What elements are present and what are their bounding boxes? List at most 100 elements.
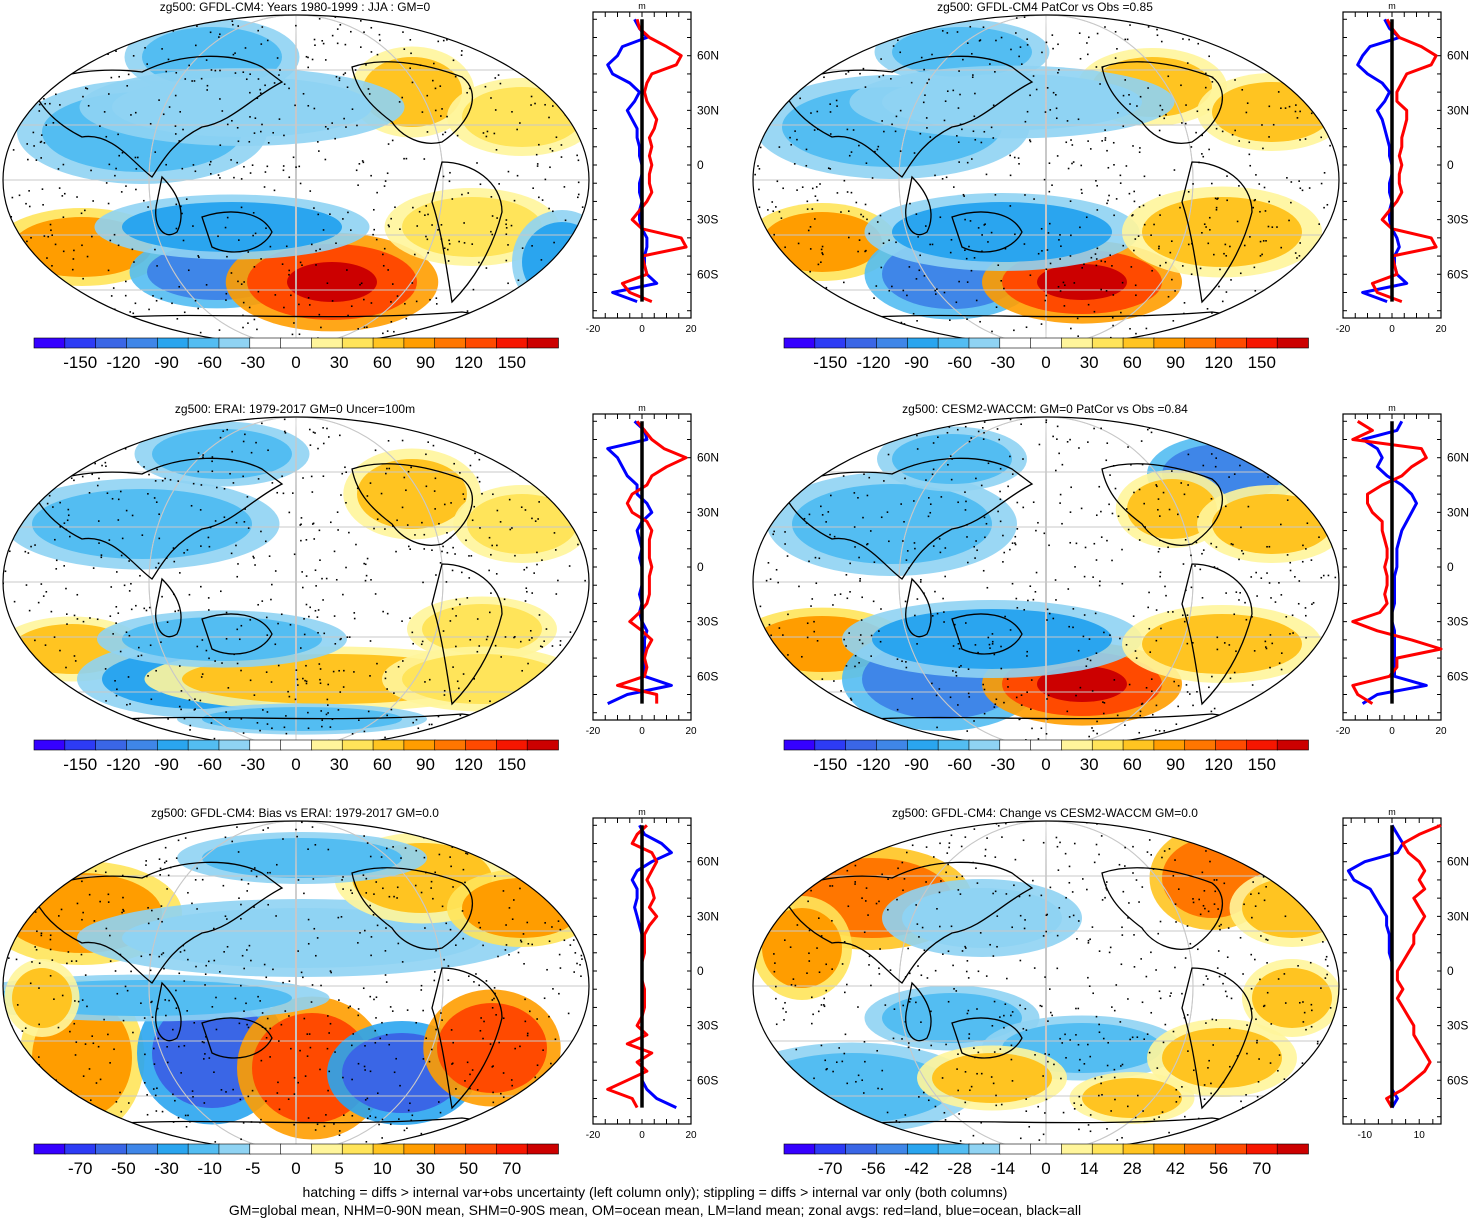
stipple-dot xyxy=(1109,474,1111,476)
stipple-dot xyxy=(254,694,256,696)
stipple-dot xyxy=(87,421,89,423)
stipple-dot xyxy=(93,717,95,719)
stipple-dot xyxy=(452,547,454,549)
stipple-dot xyxy=(906,852,908,854)
stipple-dot xyxy=(293,156,295,158)
stipple-dot xyxy=(148,474,150,476)
stipple-dot xyxy=(284,1010,286,1012)
stipple-dot xyxy=(1098,854,1100,856)
stipple-dot xyxy=(402,31,404,33)
stipple-dot xyxy=(879,76,881,78)
stipple-dot xyxy=(38,1056,40,1058)
stipple-dot xyxy=(395,1058,397,1060)
stipple-dot xyxy=(257,604,259,606)
colorbar-tick-label: 60 xyxy=(1123,755,1142,774)
stipple-dot xyxy=(506,260,508,262)
stipple-dot xyxy=(105,872,107,874)
stipple-dot xyxy=(46,1087,48,1089)
stipple-dot xyxy=(558,920,560,922)
stipple-dot xyxy=(481,493,483,495)
stipple-dot xyxy=(556,304,558,306)
stipple-dot xyxy=(1058,239,1060,241)
contour-core xyxy=(202,838,402,878)
stipple-dot xyxy=(261,1060,263,1062)
stipple-dot xyxy=(1277,427,1279,429)
stipple-dot xyxy=(778,459,780,461)
stipple-dot xyxy=(446,581,448,583)
stipple-dot xyxy=(840,690,842,692)
stipple-dot xyxy=(974,257,976,259)
stipple-dot xyxy=(936,908,938,910)
stipple-dot xyxy=(1251,988,1253,990)
stipple-dot xyxy=(286,246,288,248)
stipple-dot xyxy=(1288,220,1290,222)
stipple-dot xyxy=(888,540,890,542)
stipple-dot xyxy=(1230,678,1232,680)
stipple-dot xyxy=(25,332,27,334)
stipple-dot xyxy=(98,1046,100,1048)
stipple-dot xyxy=(554,824,556,826)
stipple-dot xyxy=(980,932,982,934)
stipple-dot xyxy=(787,555,789,557)
stipple-dot xyxy=(785,74,787,76)
stipple-dot xyxy=(269,872,271,874)
stipple-dot xyxy=(127,990,129,992)
stipple-dot xyxy=(816,701,818,703)
stipple-dot xyxy=(1077,318,1079,320)
stipple-dot xyxy=(1263,1006,1265,1008)
stipple-dot xyxy=(301,821,303,823)
stipple-dot xyxy=(830,826,832,828)
stipple-dot xyxy=(148,923,150,925)
stipple-dot xyxy=(1047,249,1049,251)
stipple-dot xyxy=(1314,93,1316,95)
stipple-dot xyxy=(1285,107,1287,109)
stipple-dot xyxy=(457,135,459,137)
stipple-dot xyxy=(840,593,842,595)
stipple-dot xyxy=(145,864,147,866)
stipple-dot xyxy=(1285,915,1287,917)
stipple-dot xyxy=(1256,721,1258,723)
stipple-dot xyxy=(376,192,378,194)
stipple-dot xyxy=(997,428,999,430)
stipple-dot xyxy=(559,738,561,740)
stipple-dot xyxy=(250,960,252,962)
stipple-dot xyxy=(1131,266,1133,268)
colorbar-swatch xyxy=(1246,338,1277,348)
stipple-dot xyxy=(35,16,37,18)
stipple-dot xyxy=(1046,914,1048,916)
colorbar-swatch xyxy=(1092,338,1123,348)
stipple-dot xyxy=(1194,565,1196,567)
zonal-lat-label: 30N xyxy=(1447,505,1469,519)
stipple-dot xyxy=(561,156,563,158)
stipple-dot xyxy=(75,1054,77,1056)
stipple-dot xyxy=(40,705,42,707)
stipple-dot xyxy=(1012,1011,1014,1013)
stipple-dot xyxy=(1161,857,1163,859)
stipple-dot xyxy=(371,51,373,53)
stipple-dot xyxy=(23,708,25,710)
stipple-dot xyxy=(791,889,793,891)
stipple-dot xyxy=(969,1089,971,1091)
stipple-dot xyxy=(13,1089,15,1091)
colorbar-swatch xyxy=(1216,338,1247,348)
stipple-dot xyxy=(31,961,33,963)
stipple-dot xyxy=(949,842,951,844)
stipple-dot xyxy=(146,325,148,327)
stipple-dot xyxy=(774,1084,776,1086)
stipple-dot xyxy=(861,431,863,433)
stipple-dot xyxy=(58,65,60,67)
stipple-dot xyxy=(482,1038,484,1040)
stipple-dot xyxy=(1056,837,1058,839)
stipple-dot xyxy=(231,272,233,274)
stipple-dot xyxy=(1081,267,1083,269)
stipple-dot xyxy=(158,563,160,565)
stipple-dot xyxy=(1244,1123,1246,1125)
colorbar-tick-label: 50 xyxy=(459,1159,478,1178)
stipple-dot xyxy=(387,613,389,615)
stipple-dot xyxy=(321,40,323,42)
stipple-dot xyxy=(939,926,941,928)
stipple-dot xyxy=(1328,575,1330,577)
stipple-dot xyxy=(989,63,991,65)
stipple-dot xyxy=(1041,1006,1043,1008)
stipple-dot xyxy=(876,903,878,905)
